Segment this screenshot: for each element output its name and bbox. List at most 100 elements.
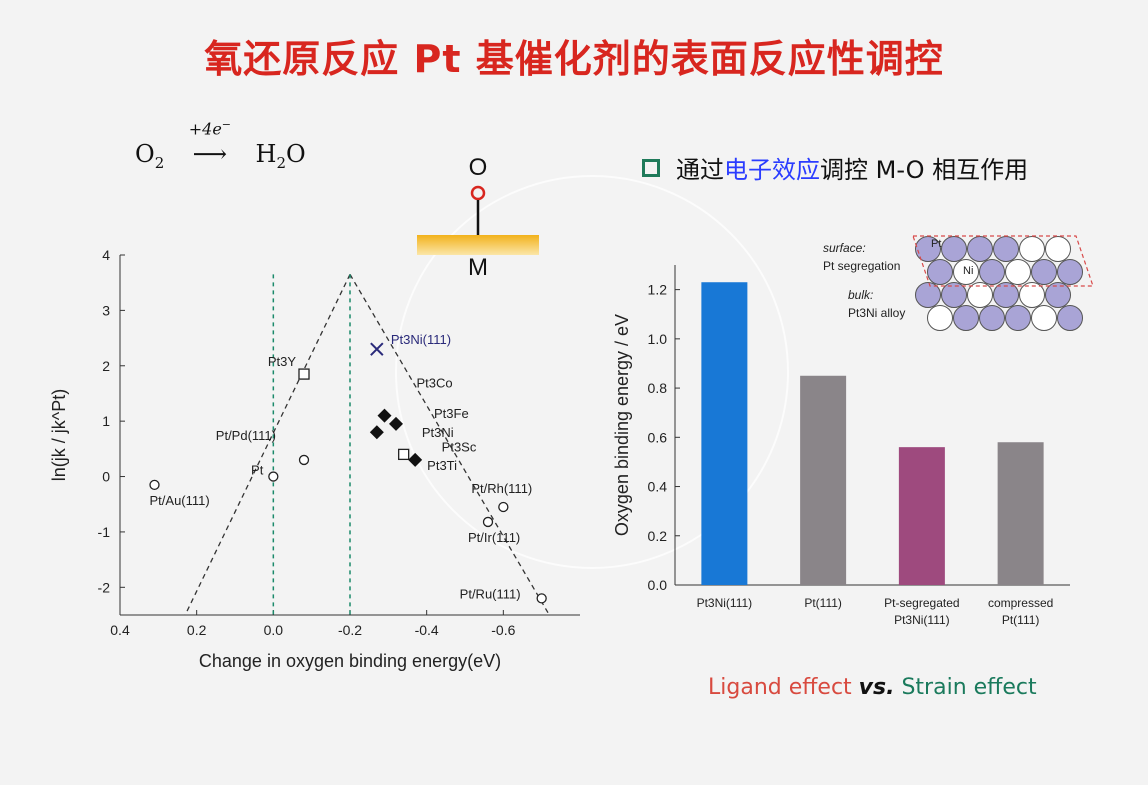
effects-caption: Ligand effect vs. Strain effect — [708, 675, 1037, 700]
ni-atom — [1019, 236, 1045, 262]
product-tail: O — [286, 140, 306, 168]
x-tick-label: 0.0 — [264, 622, 284, 638]
y-tick-label: -2 — [98, 579, 111, 595]
strain-effect-text: Strain effect — [901, 675, 1037, 700]
reaction-equation: O2 +4e− ⟶ H2O — [135, 118, 306, 172]
pt-atom — [979, 305, 1005, 331]
data-point-label: Pt/Ru(111) — [460, 586, 521, 601]
data-point-label: Pt/Pd(111) — [216, 428, 276, 443]
pt-atom — [915, 282, 941, 308]
data-point-square — [398, 448, 410, 461]
pt-atom — [927, 259, 953, 285]
atom-lattice — [912, 235, 1094, 331]
pt-atom — [1005, 305, 1031, 331]
inset-surface-desc: Pt segregation — [823, 259, 900, 273]
bar — [898, 447, 945, 585]
binding-energy-bar-chart: 0.0 0.2 0.4 0.6 0.8 1.0 1.2 Oxygen binding ener… — [612, 265, 1070, 627]
reactant: O — [135, 140, 155, 168]
pt-atom — [1031, 259, 1057, 285]
square-bullet-icon — [642, 159, 660, 177]
data-point-diamond — [408, 452, 423, 467]
pt-atom — [1057, 305, 1083, 331]
arrow-label: +4e — [188, 119, 222, 139]
bullet-point: 通过电子效应调控 M-O 相互作用 — [642, 150, 1028, 185]
bullet-highlight: 电子效应 — [724, 156, 820, 184]
data-point-diamond — [389, 416, 403, 431]
inset-bulk-label: bulk: — [848, 288, 873, 302]
volcano-right-leg — [349, 274, 550, 616]
y-tick-label: 2 — [102, 358, 110, 374]
surface-layer-outline — [912, 235, 1094, 287]
bullet-suffix: 调控 M-O 相互作用 — [820, 156, 1029, 184]
pt-atom — [979, 259, 1005, 285]
bar-y-tick-label: 1.0 — [648, 331, 668, 347]
data-point-circle — [498, 501, 509, 513]
adsorbate-diagram: O M — [417, 154, 539, 280]
pt-atom — [1057, 259, 1083, 285]
oxygen-atom-icon — [470, 185, 486, 201]
pt-atom — [993, 236, 1019, 262]
x-tick-label: -0.6 — [491, 622, 515, 638]
ni-atom — [1031, 305, 1057, 331]
pt-atom — [967, 236, 993, 262]
y-tick-label: 3 — [102, 302, 110, 318]
atom-ni-label: Ni — [963, 265, 973, 277]
data-point-label: Pt3Sc — [442, 439, 477, 454]
data-point-label: Pt3Ni — [422, 425, 454, 440]
surface-structure-inset: surface: Pt segregation bulk: Pt3Ni allo… — [823, 235, 1094, 331]
bar-category-label: Pt3Ni(111) — [697, 596, 753, 610]
bar-category-label: Pt(111) — [804, 596, 842, 610]
bar-y-tick-label: 0.0 — [648, 577, 668, 593]
y-tick-label: -1 — [98, 524, 111, 540]
data-point-circle — [536, 593, 547, 604]
ni-atom — [953, 259, 979, 285]
bar — [800, 375, 847, 585]
x-tick-label: 0.4 — [110, 622, 130, 638]
y-axis-title: ln(jk / jk^Pt) — [49, 389, 69, 481]
bar-category-label: compressed — [988, 596, 1053, 610]
data-point-circle — [268, 471, 279, 482]
y-tick-label: 0 — [102, 469, 110, 485]
ni-atom — [1019, 282, 1045, 308]
metal-label: M — [468, 254, 488, 280]
pt-atom — [953, 305, 979, 331]
vs-text: vs. — [858, 675, 895, 700]
volcano-left-leg — [184, 274, 351, 616]
bar-category-label: Pt-segregated — [884, 596, 959, 610]
reaction-arrow-icon: ⟶ — [192, 140, 228, 168]
product: H — [255, 140, 277, 168]
volcano-plot: 0.4 0.2 0.0 -0.2 -0.4 -0.6 4 3 2 1 0 -1 -2 Change in … — [49, 247, 580, 671]
inset-surface-label: surface: — [823, 241, 866, 255]
data-point-label: Pt/Au(111) — [150, 493, 210, 508]
data-point-cross — [370, 342, 384, 356]
metal-surface — [417, 235, 539, 255]
bar-y-tick-label: 1.2 — [648, 282, 668, 298]
data-point-circle — [298, 454, 310, 466]
bar — [701, 282, 748, 585]
bar-y-tick-label: 0.2 — [648, 528, 668, 544]
pt-atom — [941, 282, 967, 308]
data-point-diamond — [369, 425, 384, 440]
pt-atom — [941, 236, 967, 262]
bar-y-tick-label: 0.4 — [648, 479, 668, 495]
data-point-circle — [149, 479, 160, 490]
pt-atom — [993, 282, 1019, 308]
slide-title: 氧还原反应 Pt 基催化剂的表面反应性调控 — [204, 37, 944, 81]
data-point-label: Pt — [251, 463, 264, 478]
ni-atom — [927, 305, 953, 331]
pt-atom — [1045, 282, 1071, 308]
data-point-label: Pt3Ni(111) — [391, 332, 451, 347]
data-point-label: Pt3Fe — [434, 406, 469, 421]
data-point-label: Pt3Y — [268, 354, 297, 369]
bullet-prefix: 通过 — [676, 156, 724, 184]
bar-y-axis-title: Oxygen binding energy / eV — [612, 314, 632, 536]
data-point-diamond — [377, 408, 392, 423]
product-subscript: 2 — [276, 153, 286, 172]
ligand-effect-text: Ligand effect — [708, 675, 852, 700]
y-tick-label: 1 — [102, 413, 110, 429]
x-axis-title: Change in oxygen binding energy(eV) — [199, 651, 501, 671]
data-point-label: Pt/Rh(111) — [471, 481, 532, 496]
data-point-label: Pt3Co — [417, 376, 453, 391]
atom-pt-label: Pt — [931, 238, 941, 250]
